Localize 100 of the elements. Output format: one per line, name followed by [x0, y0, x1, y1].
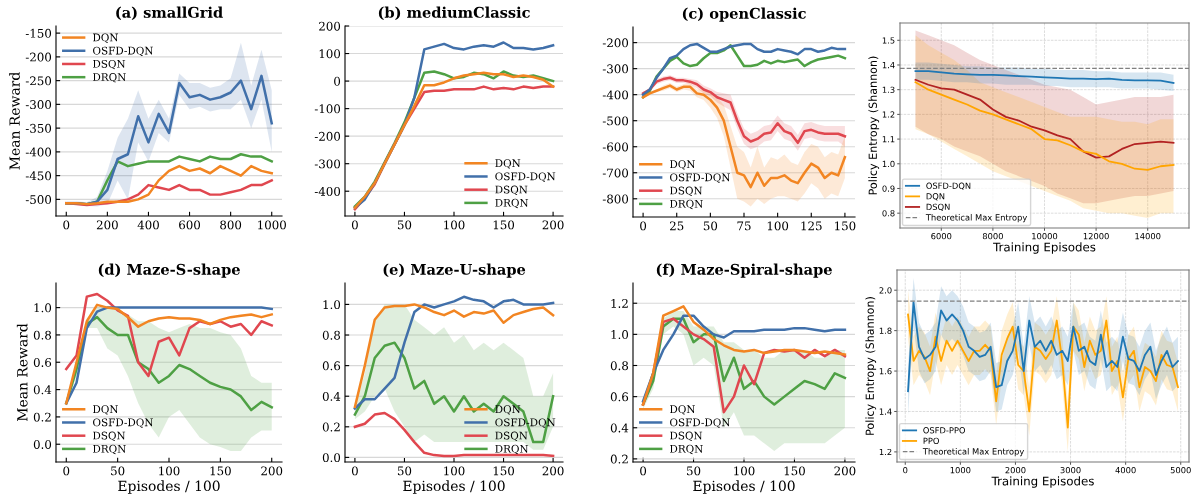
y-tick-label: -600: [602, 142, 629, 152]
y-tick-label: 1.2: [611, 298, 628, 308]
x-tick-label: 50: [397, 466, 412, 476]
y-tick-label: -200: [314, 131, 341, 141]
x-tick-label: 100: [159, 466, 180, 476]
y-tick-label: -350: [25, 123, 52, 133]
y-tick-label: 0.8: [882, 210, 895, 217]
y-tick-label: 0.6: [33, 357, 52, 367]
y-tick-label: -450: [25, 171, 52, 181]
y-tick-label: -300: [25, 100, 52, 110]
x-axis-title: Episodes / 100: [118, 480, 220, 494]
x-axis-title: Episodes / 100: [693, 480, 795, 494]
x-tick-label: 0: [63, 220, 70, 230]
x-tick-label: 100: [444, 220, 465, 230]
legend-label: DQN: [93, 33, 119, 43]
y-tick-label: 0.6: [322, 361, 341, 371]
legend-label: OSFD-DQN: [670, 173, 730, 183]
x-tick-label: 1000: [258, 220, 286, 230]
x-tick-label: 50: [687, 466, 701, 476]
x-tick-label: 100: [767, 221, 789, 231]
x-tick-label: 6000: [931, 233, 952, 240]
y-tick-label: 1.1: [882, 136, 895, 143]
y-tick-label: 1.0: [34, 303, 52, 313]
y-tick-label: 0.2: [610, 454, 628, 464]
legend-label: DRQN: [670, 444, 703, 455]
x-tick-label: 50: [111, 466, 125, 476]
y-tick-label: 1.6: [879, 368, 892, 375]
y-tick-label: 0.6: [610, 392, 629, 402]
x-tick-label: 0: [903, 467, 908, 474]
x-tick-label: 100: [444, 466, 465, 476]
y-tick-label: 1.0: [882, 160, 895, 168]
x-tick-label: 200: [542, 466, 564, 476]
x-tick-label: 150: [210, 466, 231, 476]
x-tick-label: 200: [261, 466, 283, 476]
y-tick-label: 0.4: [322, 391, 341, 401]
y-tick-label: 1.4: [879, 408, 892, 415]
x-tick-label: 400: [137, 220, 159, 230]
y-tick-label: 200: [319, 21, 341, 31]
x-tick-label: 0: [351, 220, 358, 230]
x-tick-label: 8000: [982, 233, 1003, 240]
y-tick-label: -500: [602, 116, 629, 126]
legend-label: DRQN: [495, 444, 529, 455]
legend-label: DQN: [926, 193, 945, 201]
x-tick-label: 125: [801, 221, 822, 231]
chart-title: (d) Maze-S-shape: [98, 263, 240, 278]
x-tick-label: 2000: [1005, 467, 1026, 474]
y-tick-label: 0.0: [33, 439, 52, 449]
y-tick-label: -200: [602, 38, 629, 48]
y-tick-label: 1.5: [882, 37, 895, 44]
x-tick-label: 4000: [1115, 467, 1136, 474]
y-tick-label: 1.0: [323, 300, 341, 310]
y-tick-label: -300: [314, 159, 341, 169]
y-tick-label: 0.4: [33, 385, 52, 395]
legend-label: DSQN: [495, 185, 528, 195]
y-axis-title: Mean Reward: [9, 72, 20, 170]
legend-label: DSQN: [670, 186, 703, 196]
y-tick-label: -500: [25, 195, 52, 205]
legend-label: Theoretical Max Entropy: [922, 448, 1025, 457]
x-tick-label: 0: [640, 466, 647, 476]
y-tick-label: -150: [25, 28, 52, 38]
y-tick-label: -400: [602, 90, 629, 100]
y-tick-label: 1.8: [879, 327, 892, 334]
x-tick-label: 200: [542, 220, 564, 230]
x-tick-label: 1000: [950, 467, 971, 474]
legend-label: OSFD-DQN: [93, 46, 153, 57]
y-tick-label: -200: [25, 52, 52, 62]
y-tick-label: 1.2: [879, 448, 892, 456]
x-tick-label: 5000: [1170, 467, 1191, 474]
legend-label: DRQN: [670, 199, 703, 210]
y-tick-label: -100: [314, 104, 341, 114]
y-tick-label: 0.8: [33, 330, 52, 340]
x-tick-label: 50: [703, 221, 718, 231]
x-tick-label: 800: [220, 220, 242, 230]
x-tick-label: 14000: [1135, 233, 1161, 240]
x-tick-label: 50: [397, 220, 412, 230]
y-tick-label: 0.8: [610, 361, 629, 371]
x-tick-label: 600: [179, 220, 201, 230]
y-tick-label: -400: [314, 186, 341, 196]
y-tick-label: 0.8: [322, 330, 341, 340]
x-tick-label: 200: [96, 220, 118, 230]
x-tick-label: 12000: [1083, 233, 1109, 240]
legend-label: DQN: [93, 405, 119, 415]
x-tick-label: 150: [493, 466, 515, 476]
x-axis-title: Training Episodes: [991, 476, 1094, 488]
y-tick-label: 100: [319, 49, 341, 59]
y-axis-title: Policy Entropy (Shannon): [868, 56, 880, 195]
y-tick-label: 1.4: [882, 62, 895, 69]
y-tick-label: 0.0: [322, 453, 341, 463]
x-tick-label: 75: [737, 221, 751, 231]
x-tick-label: 0: [351, 466, 358, 476]
legend-label: DQN: [495, 405, 521, 415]
chart-title: (a) smallGrid: [116, 6, 223, 20]
y-tick-label: 0.2: [33, 412, 51, 422]
legend-label: DRQN: [93, 444, 126, 455]
y-tick-label: 0: [334, 76, 341, 86]
x-axis-title: Training Episodes: [993, 242, 1096, 254]
x-tick-label: 100: [734, 466, 755, 476]
legend-label: OSFD-DQN: [670, 418, 730, 428]
x-tick-label: 0: [63, 466, 70, 476]
legend-label: OSFD-DQN: [93, 418, 153, 428]
